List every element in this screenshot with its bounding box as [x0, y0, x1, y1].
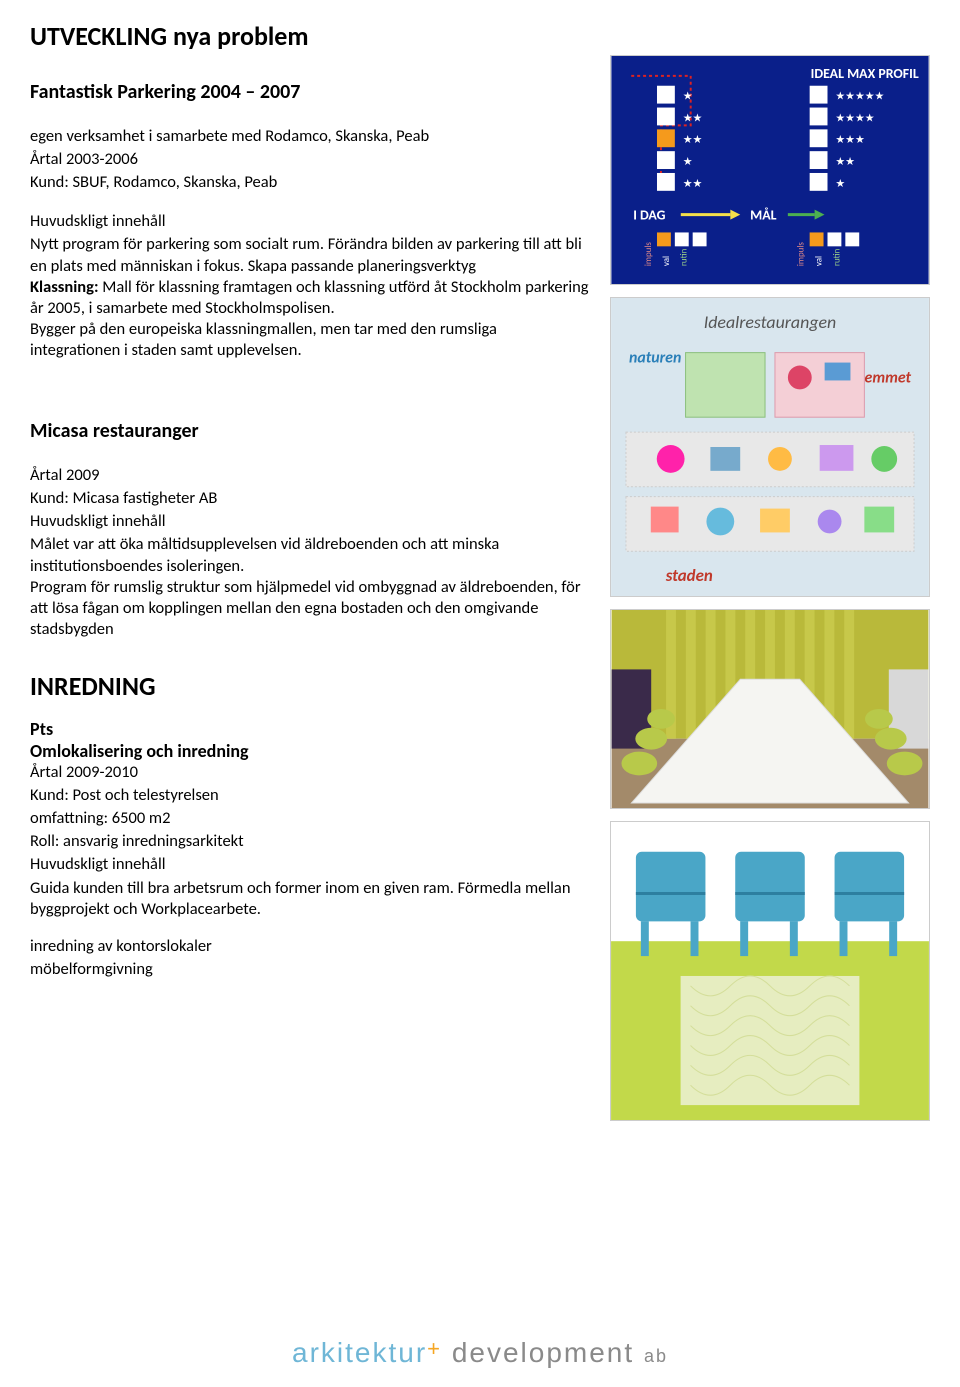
axis-label: impuls: [644, 242, 654, 267]
project-body: Målet var att öka måltidsupplevelsen vid…: [30, 534, 590, 576]
project-body: Bygger på den europeiska klassningmallen…: [30, 319, 590, 361]
star-row: ★★: [683, 133, 703, 146]
axis-label: rutin: [832, 248, 842, 266]
main-text-column: UTVECKLING nya problem Fantastisk Parker…: [30, 20, 590, 1121]
project-body: Program för rumslig struktur som hjälpme…: [30, 577, 590, 640]
star-row: ★★★★★: [835, 90, 884, 103]
project-year: Årtal 2009-2010: [30, 762, 590, 783]
logo-plus-icon: +: [427, 1336, 442, 1361]
diagram-title: Idealrestaurangen: [704, 311, 837, 333]
logo-part-development: development: [452, 1337, 634, 1368]
image-column: IDEAL MAX PROFIL ★ ★★ ★★ ★ ★★ ★★★★★ ★★★★: [610, 20, 930, 1121]
pts-subheading: Omlokalisering och inredning: [30, 740, 590, 762]
axis-label: val: [662, 256, 672, 266]
klassning-label: Klassning:: [30, 277, 99, 297]
label-staden: staden: [665, 565, 713, 586]
star-row: ★: [683, 90, 693, 103]
project-fantastisk-parkering: Fantastisk Parkering 2004 – 2007 egen ve…: [30, 80, 590, 361]
axis-label: rutin: [680, 248, 690, 266]
logo-suffix: ab: [644, 1346, 668, 1366]
label-mal: MÅL: [750, 207, 777, 224]
photo-conference-room: [610, 609, 930, 809]
axis-label: impuls: [797, 242, 807, 267]
project-scope: omfattning: 6500 m2: [30, 808, 590, 829]
footer-logo: arkitektur+ development ab: [0, 1337, 960, 1369]
project-pts: Pts Omlokalisering och inredning Årtal 2…: [30, 718, 590, 980]
project-client: Kund: SBUF, Rodamco, Skanska, Peab: [30, 172, 590, 193]
star-row: ★: [835, 177, 845, 190]
label-idag: I DAG: [633, 207, 665, 224]
star-row: ★★★: [835, 133, 865, 146]
pts-heading: Pts: [30, 718, 590, 740]
star-row: ★★: [835, 155, 855, 168]
photo-chairs-table: [610, 821, 930, 1121]
star-row: ★★★★: [835, 111, 874, 124]
label-naturen: naturen: [629, 349, 681, 368]
page-title: UTVECKLING nya problem: [30, 20, 590, 52]
diagram-ideal-max-profil: IDEAL MAX PROFIL ★ ★★ ★★ ★ ★★ ★★★★★ ★★★★: [610, 55, 930, 285]
project-body: Nytt program för parkering som socialt r…: [30, 234, 590, 276]
klassning-text: Mall för klassning framtagen och klassni…: [30, 277, 589, 318]
content-label: Huvudskligt innehåll: [30, 211, 590, 232]
axis-label: val: [815, 256, 825, 266]
project-year: Årtal 2003-2006: [30, 149, 590, 170]
project-title: Micasa restauranger: [30, 419, 590, 443]
project-footer: inredning av kontorslokaler: [30, 936, 590, 957]
project-meta: egen verksamhet i samarbete med Rodamco,…: [30, 126, 590, 147]
star-row: ★★: [683, 111, 703, 124]
project-client: Kund: Micasa fastigheter AB: [30, 488, 590, 509]
logo-part-arkitektur: arkitektur: [292, 1337, 427, 1368]
content-label: Huvudskligt innehåll: [30, 511, 590, 532]
project-title: Fantastisk Parkering 2004 – 2007: [30, 80, 590, 104]
project-year: Årtal 2009: [30, 465, 590, 486]
project-client: Kund: Post och telestyrelsen: [30, 785, 590, 806]
project-role: Roll: ansvarig inredningsarkitekt: [30, 831, 590, 852]
project-footer: möbelformgivning: [30, 959, 590, 980]
diagram-idealrestaurangen: Idealrestaurangen naturen hemmet staden: [610, 297, 930, 597]
star-row: ★★: [683, 177, 703, 190]
project-body: Klassning: Mall för klassning framtagen …: [30, 277, 590, 319]
star-row: ★: [683, 155, 693, 168]
content-label: Huvudskligt innehåll: [30, 854, 590, 875]
project-body: Guida kunden till bra arbetsrum och form…: [30, 878, 590, 920]
section-inredning: INREDNING: [30, 670, 590, 702]
diagram-title: IDEAL MAX PROFIL: [811, 65, 919, 82]
project-micasa: Micasa restauranger Årtal 2009 Kund: Mic…: [30, 419, 590, 640]
